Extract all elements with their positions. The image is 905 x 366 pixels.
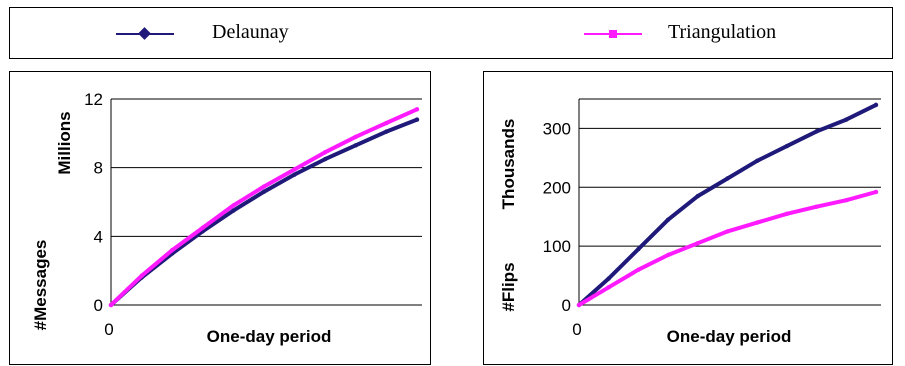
x-axis-title: One-day period	[667, 327, 792, 346]
data-point-triangulation-1	[139, 273, 144, 279]
data-point-triangulation-0	[576, 302, 582, 308]
chart-panel-messages: 0 4 8 12 0 One-day period #Messages Millions	[9, 71, 431, 365]
data-point-triangulation-9	[844, 198, 849, 203]
data-point-delaunay-10	[414, 117, 420, 122]
data-point-triangulation-6	[755, 220, 760, 225]
data-point-delaunay-8	[814, 129, 819, 134]
data-point-delaunay-4	[231, 208, 236, 213]
y-tick-label-100: 100	[543, 237, 571, 256]
legend-marker-diamond-icon	[138, 27, 151, 40]
data-point-triangulation-5	[725, 229, 730, 234]
data-point-triangulation-1	[606, 285, 611, 290]
y-tick-label-12: 12	[84, 90, 103, 109]
y-tick-label-200: 200	[543, 178, 571, 197]
data-point-triangulation-0	[108, 302, 114, 308]
data-point-triangulation-10	[414, 107, 420, 112]
data-point-triangulation-9	[384, 120, 389, 126]
series-line-delaunay	[109, 117, 419, 307]
y-axis-title: #Flips	[499, 262, 518, 311]
y-unit-label: Thousands	[499, 119, 518, 210]
data-point-delaunay-5	[261, 189, 267, 194]
y-axis-title: #Messages	[31, 240, 50, 331]
series-line-triangulation	[577, 190, 878, 307]
y-tick-label-0: 0	[562, 296, 571, 315]
data-point-triangulation-6	[292, 167, 297, 172]
data-point-delaunay-2	[636, 246, 641, 252]
x-axis-title: One-day period	[207, 327, 332, 346]
data-point-triangulation-8	[353, 134, 358, 139]
x-tick-label-0: 0	[572, 320, 581, 339]
data-point-delaunay-6	[292, 172, 297, 177]
x-tick-label-0: 0	[104, 320, 113, 339]
legend-label-triangulation: Triangulation	[668, 21, 777, 43]
data-point-delaunay-7	[323, 156, 328, 162]
data-point-triangulation-2	[636, 267, 641, 272]
chart-flips-svg: 0 100 200 300 0 One-day period #Flips Thousands	[499, 98, 881, 346]
data-point-delaunay-9	[844, 117, 849, 122]
data-point-delaunay-10	[873, 102, 879, 108]
legend-marker-square-icon	[609, 30, 617, 38]
y-unit-label: Millions	[55, 111, 74, 174]
data-point-delaunay-6	[755, 158, 760, 163]
data-point-triangulation-2	[170, 247, 175, 253]
data-point-triangulation-5	[261, 184, 267, 189]
y-tick-label-8: 8	[94, 159, 103, 178]
data-point-delaunay-4	[695, 193, 700, 199]
chart-legend: Delaunay Triangulation	[9, 7, 893, 59]
chart-panel-flips: 0 100 200 300 0 One-day period #Flips Thousands	[483, 71, 893, 365]
chart-messages-svg: 0 4 8 12 0 One-day period #Messages Millions	[31, 90, 422, 346]
data-point-delaunay-3	[665, 217, 671, 222]
data-point-triangulation-7	[323, 150, 328, 155]
data-point-delaunay-9	[384, 129, 389, 134]
legend-label-delaunay: Delaunay	[212, 21, 289, 43]
data-point-triangulation-4	[231, 203, 236, 208]
data-point-triangulation-10	[873, 189, 879, 195]
data-point-triangulation-7	[784, 211, 790, 216]
data-point-triangulation-3	[200, 225, 205, 230]
data-point-triangulation-8	[814, 204, 819, 209]
y-tick-label-300: 300	[543, 119, 571, 138]
data-point-delaunay-5	[725, 176, 730, 181]
data-point-triangulation-3	[665, 252, 671, 258]
y-tick-label-0: 0	[94, 296, 103, 315]
data-point-triangulation-4	[695, 241, 700, 246]
y-tick-label-4: 4	[94, 227, 103, 246]
data-point-delaunay-1	[606, 276, 611, 281]
data-point-delaunay-8	[353, 143, 358, 148]
data-point-delaunay-7	[784, 143, 790, 149]
